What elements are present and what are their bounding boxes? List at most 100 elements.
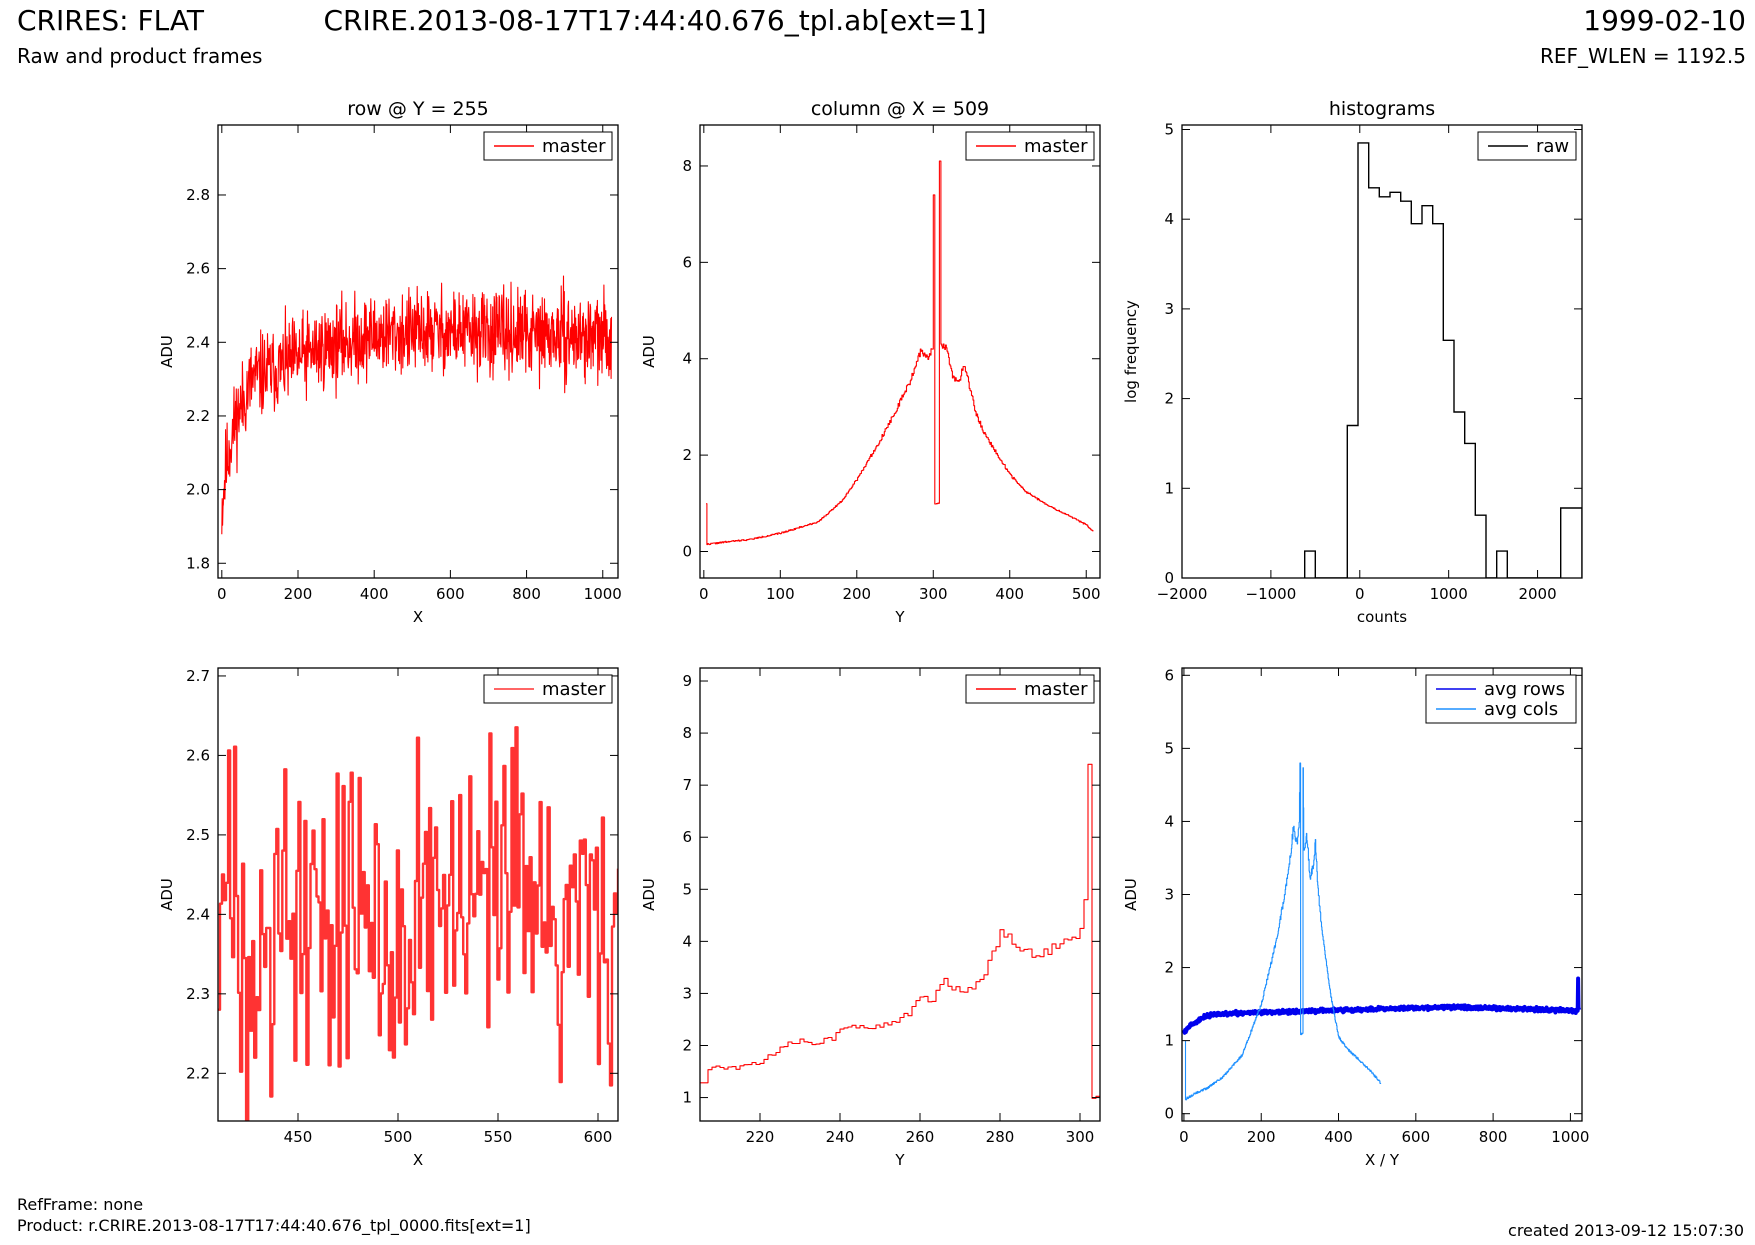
x-tick-label: 260: [906, 1128, 935, 1146]
x-tick-label: 400: [1324, 1128, 1353, 1146]
chart-p6: 0 200 400 600 800 1000 0 1 2 3 4 5 6 X / Y ADU avg rows…: [1122, 666, 1589, 1169]
x-tick-label: 0: [1179, 1128, 1189, 1146]
legend: master: [483, 674, 613, 704]
x-tick-label: 0: [699, 585, 709, 603]
plot-frame: [217, 124, 619, 579]
chart-p4: 450 500 550 600 2.2 2.3 2.4 2.5 2.6 2.7 X ADU master: [158, 667, 619, 1169]
x-axis-label: X / Y: [1365, 1151, 1400, 1169]
legend-entry: master: [1024, 679, 1088, 700]
plot-frame: [699, 124, 1101, 579]
x-tick-label: 600: [1401, 1128, 1430, 1146]
plot-frame: [1181, 124, 1583, 579]
y-tick-label: 8: [682, 157, 692, 175]
legend-entry: master: [542, 136, 606, 157]
plot-area: [700, 763, 1100, 1099]
x-tick-label: −1000: [1246, 585, 1297, 603]
x-tick-label: 800: [512, 585, 541, 603]
y-tick-label: 5: [1164, 739, 1174, 757]
legend: master: [483, 131, 613, 161]
legend-box: [1425, 674, 1577, 724]
y-tick-label: 6: [1164, 666, 1174, 684]
x-tick-label: 1000: [1551, 1128, 1589, 1146]
series-line-avg-rows: [1182, 976, 1582, 1035]
y-tick-label: 3: [1164, 886, 1174, 904]
legend-entry: master: [1024, 136, 1088, 157]
x-axis-label: Y: [894, 608, 905, 626]
x-tick-label: 240: [826, 1128, 855, 1146]
x-tick-label: 1000: [584, 585, 622, 603]
y-tick-label: 2.0: [186, 481, 210, 499]
y-tick-label: 2.4: [186, 333, 210, 351]
y-tick-label: 2.6: [186, 260, 210, 278]
chart-p1: 0 200 400 600 800 1000 1.8 2.0 2.2 2.4 2.6 2.8 row @…: [158, 98, 622, 626]
y-tick-label: 4: [682, 350, 692, 368]
y-tick-label: 4: [1164, 210, 1174, 228]
y-tick-label: 1.8: [186, 554, 210, 572]
y-tick-label: 2.6: [186, 746, 210, 764]
y-tick-label: 2.8: [186, 186, 210, 204]
plot-frame: [217, 667, 619, 1122]
series-line-master: [221, 275, 613, 535]
plot-area: [1304, 142, 1582, 578]
legend: raw: [1477, 131, 1577, 161]
x-tick-label: 2000: [1518, 585, 1556, 603]
x-tick-label: 300: [919, 585, 948, 603]
x-tick-label: 800: [1479, 1128, 1508, 1146]
x-tick-label: 500: [1072, 585, 1101, 603]
plot-frame: [1181, 667, 1583, 1122]
x-tick-label: 200: [284, 585, 313, 603]
y-tick-label: 5: [1164, 120, 1174, 138]
x-tick-label: 600: [436, 585, 465, 603]
legend: master: [965, 131, 1095, 161]
x-axis-label: Y: [894, 1151, 905, 1169]
y-axis-label: ADU: [640, 878, 658, 911]
x-tick-label: 200: [1247, 1128, 1276, 1146]
subtitle: Raw and product frames: [17, 44, 263, 68]
x-tick-label: −2000: [1157, 585, 1208, 603]
x-tick-label: 400: [360, 585, 389, 603]
x-tick-label: 300: [1066, 1128, 1095, 1146]
x-tick-label: 1000: [1430, 585, 1468, 603]
y-tick-label: 2.7: [186, 667, 210, 685]
y-tick-label: 7: [682, 776, 692, 794]
created-label: created 2013-09-12 15:07:30: [1508, 1221, 1744, 1240]
y-tick-label: 6: [682, 253, 692, 271]
y-tick-label: 3: [1164, 300, 1174, 318]
y-tick-label: 2.3: [186, 985, 210, 1003]
legend: master: [965, 674, 1095, 704]
legend-entry: avg cols: [1484, 699, 1558, 720]
legend-entry: raw: [1536, 136, 1569, 157]
date-label: 1999-02-10: [1583, 4, 1746, 37]
x-tick-label: 450: [284, 1128, 313, 1146]
x-tick-label: 0: [217, 585, 227, 603]
y-axis-label: ADU: [158, 335, 176, 368]
y-tick-label: 2.5: [186, 826, 210, 844]
y-axis-label: ADU: [640, 335, 658, 368]
y-tick-label: 2.2: [186, 1064, 210, 1082]
y-axis-label: log frequency: [1122, 300, 1140, 403]
chart-p5: 220 240 260 280 300 1 2 3 4 5 6 7 8 9 Y ADU master: [640, 667, 1101, 1169]
series-line-master: [700, 763, 1100, 1099]
x-tick-label: 280: [986, 1128, 1015, 1146]
y-tick-label: 2.2: [186, 407, 210, 425]
x-axis-label: X: [413, 1151, 423, 1169]
chart-p2: 0 100 200 300 400 500 0 2 4 6 8 column @ X = 509 Y AD…: [640, 98, 1101, 626]
y-tick-label: 6: [682, 828, 692, 846]
y-tick-label: 1: [682, 1089, 692, 1107]
file-title: CRIRE.2013-08-17T17:44:40.676_tpl.ab[ext…: [323, 4, 987, 37]
x-tick-label: 400: [995, 585, 1024, 603]
y-tick-label: 0: [682, 542, 692, 560]
y-tick-label: 0: [1164, 1105, 1174, 1123]
y-tick-label: 4: [1164, 812, 1174, 830]
plot-area: [221, 275, 613, 535]
y-tick-label: 4: [682, 932, 692, 950]
legend-entry: master: [542, 679, 606, 700]
y-tick-label: 2.4: [186, 905, 210, 923]
y-tick-label: 2: [682, 1037, 692, 1055]
y-tick-label: 9: [682, 672, 692, 690]
plot-area: [218, 726, 618, 1121]
ref-frame-label: RefFrame: none: [17, 1195, 144, 1214]
series-line-avg-cols: [1184, 762, 1382, 1101]
